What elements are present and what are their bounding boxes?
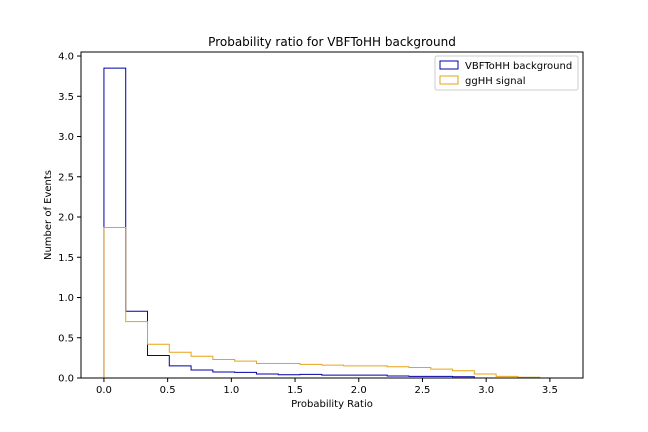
legend-label-gghh: ggHH signal (465, 76, 526, 87)
x-tick-label: 0.5 (160, 385, 176, 396)
x-tick-label: 1.5 (287, 385, 303, 396)
y-tick-label: 3.0 (58, 132, 74, 143)
legend-label-vbftohh: VBFToHH background (465, 61, 572, 72)
legend: VBFToHH background ggHH signal (434, 55, 579, 91)
x-axis: 0.0 0.5 1.0 1.5 2.0 2.5 3.0 3.5 (96, 378, 558, 396)
legend-swatch-vbftohh (439, 60, 459, 70)
y-tick-label: 2.0 (58, 213, 74, 224)
series-layer (103, 67, 541, 379)
x-tick-label: 0.0 (96, 385, 112, 396)
y-axis: 0.0 0.5 1.0 1.5 2.0 2.5 3.0 3.5 4.0 (58, 52, 81, 385)
x-axis-label: Probability Ratio (291, 399, 373, 410)
chart-title: Probability ratio for VBFToHH background (208, 35, 456, 49)
y-tick-label: 1.0 (58, 293, 74, 304)
x-tick-label: 1.0 (223, 385, 239, 396)
axes-frame (80, 51, 584, 379)
x-tick-label: 3.5 (542, 385, 558, 396)
x-tick-label: 3.0 (478, 385, 494, 396)
y-axis-label: Number of Events (43, 170, 54, 260)
x-tick-label: 2.5 (415, 385, 431, 396)
y-tick-label: 1.5 (58, 253, 74, 264)
legend-box (434, 55, 579, 91)
y-tick-label: 0.0 (58, 374, 74, 385)
y-tick-label: 4.0 (58, 52, 74, 63)
y-tick-label: 2.5 (58, 172, 74, 183)
y-tick-label: 0.5 (58, 333, 74, 344)
y-tick-label: 3.5 (58, 92, 74, 103)
legend-swatch-gghh (439, 75, 459, 85)
histogram-series-1 (103, 226, 541, 378)
x-tick-label: 2.0 (351, 385, 367, 396)
histogram-series-0 (103, 67, 540, 379)
plot-area (80, 51, 584, 379)
